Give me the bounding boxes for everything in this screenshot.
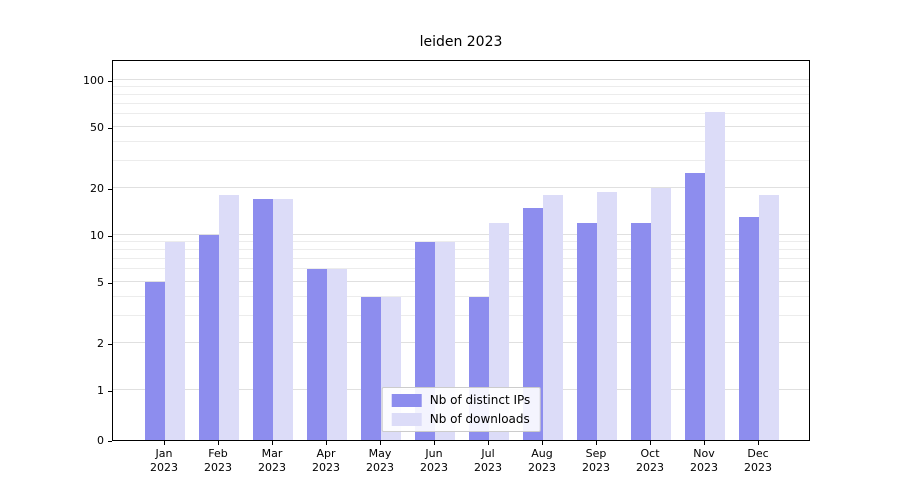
gridline bbox=[113, 258, 809, 260]
x-tick-mark bbox=[704, 441, 705, 445]
y-tick-mark bbox=[108, 441, 112, 442]
gridline bbox=[113, 249, 809, 251]
y-tick-mark bbox=[108, 127, 112, 129]
legend: Nb of distinct IPs Nb of downloads bbox=[381, 387, 541, 432]
gridline bbox=[113, 125, 809, 127]
x-tick-label-apr: Apr 2023 bbox=[312, 447, 340, 474]
gridline bbox=[113, 241, 809, 243]
x-tick-mark bbox=[434, 441, 435, 445]
bar-downloads-mar bbox=[273, 199, 293, 440]
x-tick-label-aug: Aug 2023 bbox=[528, 447, 556, 474]
y-tick-mark bbox=[108, 344, 112, 346]
gridline bbox=[113, 268, 809, 270]
bar-distinct-ips-aug bbox=[523, 208, 543, 440]
chart-title: leiden 2023 bbox=[419, 34, 503, 50]
x-tick-mark bbox=[758, 441, 759, 445]
gridline bbox=[113, 315, 809, 317]
gridline bbox=[113, 86, 809, 88]
x-tick-mark bbox=[326, 441, 327, 445]
x-tick-label-jun: Jun 2023 bbox=[420, 447, 448, 474]
gridline bbox=[113, 160, 809, 162]
bar-downloads-nov bbox=[705, 112, 725, 440]
gridline bbox=[113, 234, 809, 235]
gridline bbox=[113, 280, 809, 282]
gridline bbox=[113, 113, 809, 115]
bar-distinct-ips-jan bbox=[145, 282, 165, 440]
x-tick-mark bbox=[164, 441, 165, 445]
bar-downloads-jan bbox=[165, 242, 185, 440]
x-tick-label-sep: Sep 2023 bbox=[582, 447, 610, 474]
bar-downloads-oct bbox=[651, 188, 671, 440]
gridline bbox=[113, 140, 809, 142]
bar-distinct-ips-apr bbox=[307, 269, 327, 440]
y-tick-label: 1 bbox=[97, 384, 104, 397]
x-tick-mark bbox=[650, 441, 651, 445]
legend-swatch-downloads bbox=[391, 412, 422, 426]
x-tick-label-oct: Oct 2023 bbox=[636, 447, 664, 474]
y-tick-mark bbox=[108, 391, 112, 392]
bar-downloads-sep bbox=[597, 192, 617, 440]
x-tick-label-may: May 2023 bbox=[366, 447, 394, 474]
x-tick-label-jul: Jul 2023 bbox=[474, 447, 502, 474]
y-tick-label: 0 bbox=[97, 434, 104, 447]
x-tick-mark bbox=[218, 441, 219, 445]
x-tick-label-feb: Feb 2023 bbox=[204, 447, 232, 474]
bar-distinct-ips-dec bbox=[739, 217, 759, 440]
bar-distinct-ips-may bbox=[361, 297, 381, 440]
x-tick-label-jan: Jan 2023 bbox=[150, 447, 178, 474]
gridline bbox=[113, 342, 809, 344]
y-tick-mark bbox=[108, 81, 112, 82]
bar-distinct-ips-feb bbox=[199, 235, 219, 440]
bar-distinct-ips-oct bbox=[631, 223, 651, 440]
bar-downloads-dec bbox=[759, 195, 779, 440]
x-tick-label-nov: Nov 2023 bbox=[690, 447, 718, 474]
legend-item-downloads: Nb of downloads bbox=[391, 412, 531, 426]
y-tick-mark bbox=[108, 189, 112, 191]
bar-distinct-ips-mar bbox=[253, 199, 273, 440]
y-tick-label: 10 bbox=[90, 229, 104, 242]
legend-label-downloads: Nb of downloads bbox=[429, 412, 530, 426]
gridline bbox=[113, 295, 809, 297]
y-tick-label: 5 bbox=[97, 275, 104, 289]
bar-downloads-apr bbox=[327, 269, 347, 440]
gridline bbox=[113, 79, 809, 80]
legend-label-distinct-ips: Nb of distinct IPs bbox=[429, 393, 531, 407]
plot-area bbox=[112, 60, 810, 441]
y-tick-label: 100 bbox=[83, 74, 104, 87]
x-tick-label-dec: Dec 2023 bbox=[744, 447, 772, 474]
gridline bbox=[113, 94, 809, 96]
x-tick-label-mar: Mar 2023 bbox=[258, 447, 286, 474]
bar-distinct-ips-sep bbox=[577, 223, 597, 440]
bar-downloads-jul bbox=[489, 223, 509, 440]
y-tick-label: 20 bbox=[90, 182, 104, 196]
y-tick-mark bbox=[108, 236, 112, 237]
x-tick-mark bbox=[380, 441, 381, 445]
legend-swatch-distinct-ips bbox=[391, 393, 422, 407]
gridline bbox=[113, 103, 809, 105]
bar-distinct-ips-nov bbox=[685, 173, 705, 440]
y-tick-mark bbox=[108, 282, 112, 284]
x-tick-mark bbox=[488, 441, 489, 445]
x-tick-mark bbox=[596, 441, 597, 445]
x-tick-mark bbox=[272, 441, 273, 445]
y-tick-label: 2 bbox=[97, 337, 104, 351]
legend-item-distinct-ips: Nb of distinct IPs bbox=[391, 393, 531, 407]
bar-downloads-feb bbox=[219, 195, 239, 440]
bar-downloads-aug bbox=[543, 195, 563, 440]
x-tick-mark bbox=[542, 441, 543, 445]
y-tick-label: 50 bbox=[90, 120, 104, 134]
gridline bbox=[113, 187, 809, 189]
